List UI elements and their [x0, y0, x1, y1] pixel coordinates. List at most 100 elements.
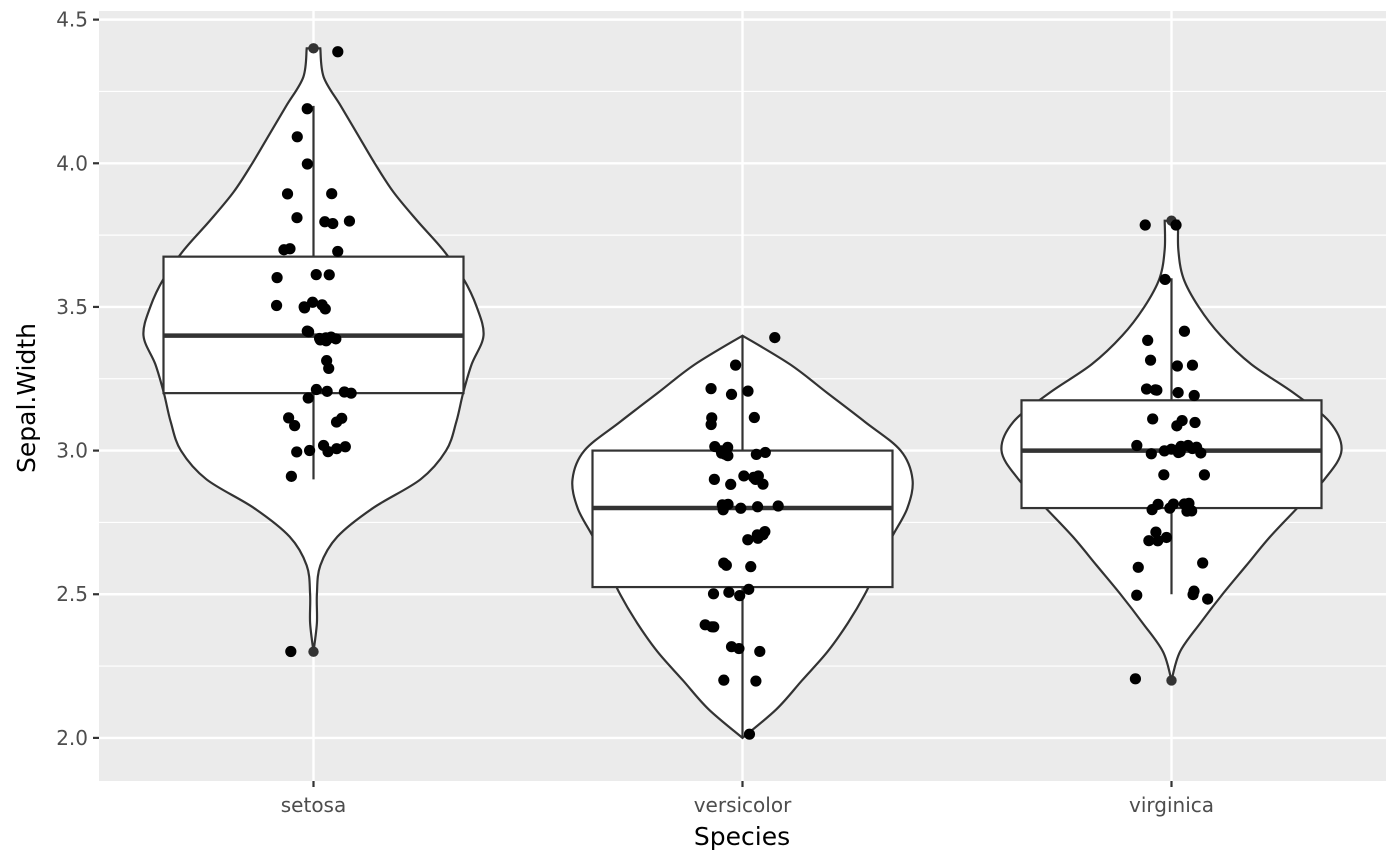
- data-point: [306, 296, 319, 308]
- data-point: [1172, 386, 1184, 399]
- data-point: [289, 420, 301, 432]
- data-point: [322, 446, 334, 458]
- data-point: [330, 416, 343, 428]
- data-point: [298, 302, 311, 314]
- data-point: [1145, 448, 1157, 460]
- x-tick-label: virginica: [1129, 793, 1214, 817]
- data-point: [720, 559, 732, 571]
- data-point: [743, 728, 756, 740]
- data-point: [326, 188, 338, 200]
- data-point: [719, 448, 731, 460]
- data-point: [1164, 502, 1176, 514]
- data-point: [304, 444, 316, 457]
- data-point: [718, 674, 730, 686]
- data-point: [310, 269, 322, 281]
- data-point: [1189, 416, 1201, 429]
- data-point: [742, 385, 754, 397]
- data-point: [1176, 414, 1188, 427]
- data-point: [1197, 557, 1209, 569]
- data-point: [1132, 561, 1144, 573]
- data-point: [1150, 526, 1162, 538]
- data-point: [291, 446, 303, 458]
- data-point: [283, 412, 295, 424]
- data-point: [285, 645, 297, 658]
- data-point: [751, 501, 764, 513]
- data-point: [321, 385, 333, 397]
- data-point: [769, 331, 781, 344]
- x-axis-title: Species: [694, 822, 790, 851]
- data-point: [339, 441, 351, 453]
- data-point: [1147, 413, 1159, 425]
- data-point: [285, 470, 297, 482]
- data-point: [1146, 504, 1158, 516]
- data-point: [705, 383, 717, 395]
- data-point: [270, 299, 283, 312]
- data-point: [748, 411, 760, 424]
- data-point: [1202, 593, 1214, 605]
- data-point: [707, 588, 720, 600]
- data-point: [738, 470, 750, 482]
- data-point: [1188, 389, 1200, 402]
- data-point: [343, 215, 356, 227]
- data-point: [332, 46, 344, 58]
- data-point: [729, 359, 742, 371]
- data-point: [281, 188, 294, 200]
- data-point: [754, 645, 766, 658]
- data-point: [706, 412, 718, 424]
- data-point: [321, 355, 333, 367]
- data-point: [1186, 359, 1199, 371]
- data-point: [725, 641, 738, 653]
- data-point: [725, 388, 738, 401]
- x-tick-label: versicolor: [694, 793, 792, 817]
- data-point: [1171, 360, 1183, 372]
- x-axis: setosa versicolor virginica: [281, 781, 1214, 817]
- data-point: [291, 131, 303, 143]
- data-point: [1190, 441, 1203, 453]
- data-point: [1158, 445, 1170, 457]
- y-axis: 2.0 2.5 3.0 3.5 4.0 4.5: [56, 8, 99, 750]
- data-point: [1186, 505, 1198, 517]
- data-point: [345, 387, 357, 399]
- y-tick-label: 2.0: [56, 726, 88, 750]
- data-point: [319, 216, 331, 228]
- data-point: [723, 586, 735, 598]
- data-point: [301, 158, 313, 170]
- data-point: [742, 534, 754, 546]
- data-point: [291, 212, 303, 224]
- data-point: [757, 478, 769, 490]
- outlier-point: [308, 43, 319, 54]
- y-tick-label: 4.5: [56, 8, 88, 32]
- data-point: [708, 473, 720, 485]
- y-axis-title: Sepal.Width: [12, 323, 41, 473]
- data-point: [725, 478, 737, 491]
- y-tick-label: 3.5: [56, 295, 88, 319]
- y-tick-label: 4.0: [56, 151, 88, 175]
- data-point: [1170, 219, 1182, 231]
- data-point: [271, 272, 283, 284]
- data-point: [745, 561, 757, 573]
- data-point: [751, 529, 763, 541]
- data-point: [302, 392, 314, 404]
- data-point: [1175, 440, 1187, 452]
- y-tick-label: 2.5: [56, 582, 88, 606]
- data-point: [1188, 585, 1200, 597]
- data-point: [1129, 673, 1142, 685]
- outlier-point: [1166, 675, 1177, 686]
- data-point: [1140, 383, 1153, 395]
- data-point: [750, 448, 762, 461]
- data-point: [772, 500, 784, 512]
- data-point: [708, 621, 720, 633]
- data-point: [310, 383, 323, 396]
- data-point: [1178, 325, 1191, 337]
- data-point: [320, 332, 332, 344]
- data-point: [1139, 219, 1151, 231]
- data-point: [1152, 535, 1164, 547]
- data-point: [301, 103, 313, 115]
- jitter-points: [270, 46, 1214, 740]
- data-point: [750, 675, 762, 687]
- data-point: [323, 269, 335, 281]
- data-point: [331, 443, 343, 455]
- data-point: [316, 299, 328, 311]
- x-tick-label: setosa: [281, 793, 346, 817]
